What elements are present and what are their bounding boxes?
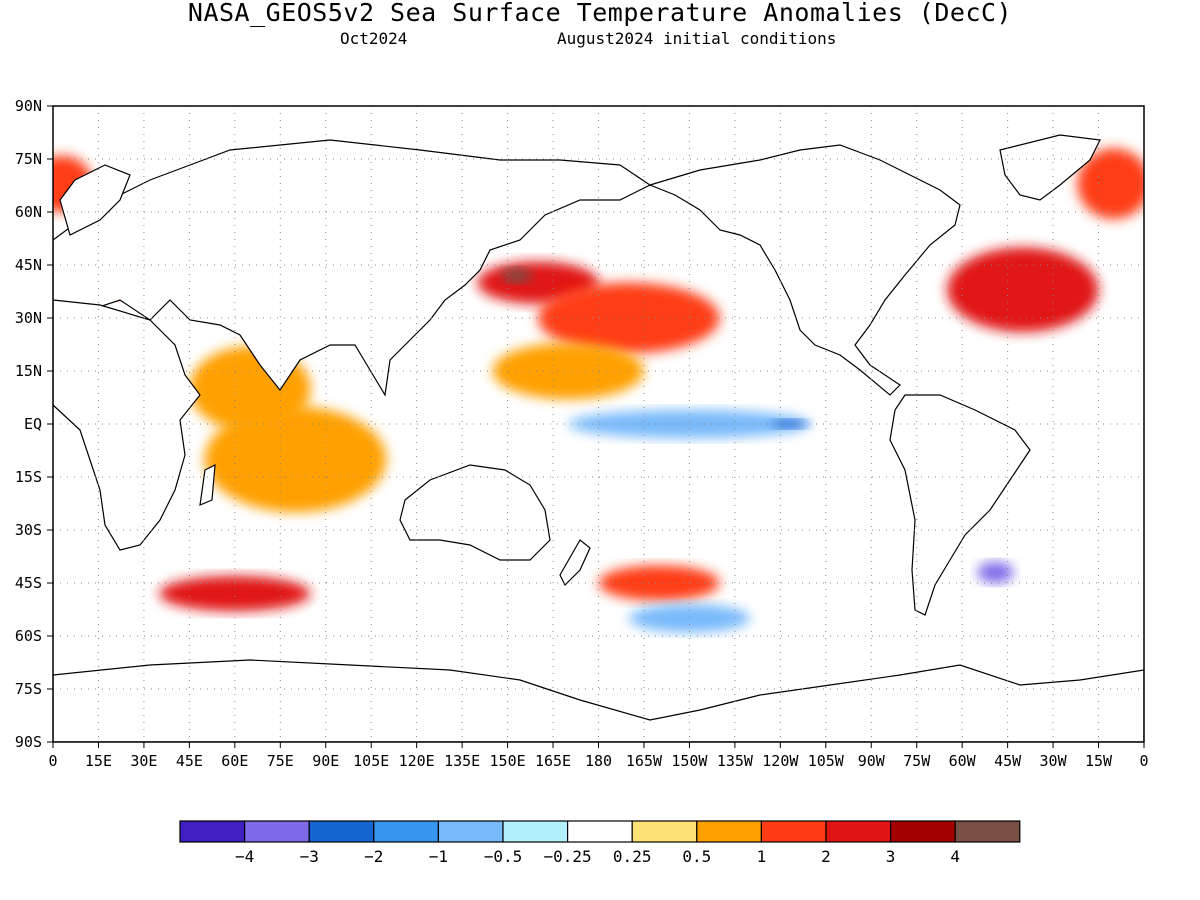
- longitude-label: 30E: [130, 752, 157, 770]
- colorbar-swatch: [502, 820, 569, 843]
- anomaly-region: [537, 282, 720, 354]
- anomaly-region: [492, 342, 644, 400]
- latitude-label: 60S: [15, 627, 42, 645]
- anomaly-region: [159, 575, 311, 612]
- colorbar-swatch: [696, 820, 762, 843]
- longitude-labels: 0 15E 30E 45E 60E 75E 90E 105E 120E 135E 150E 165E 1…: [48, 742, 1149, 770]
- colorbar-swatch: [373, 820, 439, 843]
- longitude-label: 135W: [717, 752, 754, 770]
- latitude-label: 30S: [15, 521, 42, 539]
- anomaly-region: [501, 268, 532, 283]
- anomaly-region: [628, 604, 751, 633]
- longitude-label: 105W: [808, 752, 845, 770]
- longitude-label: 105E: [353, 752, 389, 770]
- longitude-label: 165W: [626, 752, 663, 770]
- landmass-madagascar: [199, 463, 216, 506]
- longitude-label: 0: [48, 752, 57, 770]
- latitude-label: 15S: [15, 468, 42, 486]
- longitude-label: 45E: [176, 752, 203, 770]
- longitude-label: 15W: [1085, 752, 1113, 770]
- latitude-label: 75N: [15, 150, 42, 168]
- colorbar-label: −2: [364, 847, 383, 866]
- latitude-label: 90N: [15, 97, 42, 115]
- longitude-label: 150W: [671, 752, 708, 770]
- colorbar-swatch: [825, 820, 892, 843]
- colorbar-label: 0.5: [682, 847, 711, 866]
- longitude-label: 75W: [903, 752, 931, 770]
- colorbar-label: 4: [950, 847, 960, 866]
- anomaly-region: [204, 406, 387, 513]
- longitude-label: 60E: [221, 752, 248, 770]
- longitude-label: 75E: [267, 752, 294, 770]
- colorbar-swatch: [566, 820, 633, 843]
- colorbar-label: 3: [886, 847, 896, 866]
- graticule: [53, 106, 1144, 742]
- anomaly-region: [568, 409, 811, 439]
- longitude-label: 90E: [312, 752, 339, 770]
- landmass-new-zealand: [559, 539, 591, 587]
- colorbar-label: −0.5: [484, 847, 523, 866]
- longitude-label: 0: [1139, 752, 1148, 770]
- longitude-label: 120E: [399, 752, 435, 770]
- colorbar-swatch: [760, 820, 827, 843]
- latitude-label: 90S: [15, 733, 42, 751]
- colorbar-swatch: [954, 820, 1021, 843]
- longitude-label: 135E: [444, 752, 480, 770]
- landmass-greenland: [999, 134, 1101, 201]
- longitude-label: 90W: [858, 752, 886, 770]
- longitude-label: 180: [585, 752, 612, 770]
- colorbar-label: −4: [235, 847, 254, 866]
- landmass-south-america: [889, 394, 1031, 616]
- anomaly-region: [947, 247, 1099, 333]
- colorbar-swatch: [631, 820, 698, 843]
- map-title: NASA_GEOS5v2 Sea Surface Temperature Ano…: [187, 0, 1013, 27]
- latitude-label: 45N: [15, 256, 42, 274]
- forecast-month: Oct2024: [340, 29, 408, 48]
- longitude-label: 30W: [1040, 752, 1068, 770]
- anomaly-region: [977, 561, 1014, 584]
- colorbar-swatch: [244, 820, 310, 843]
- anomaly-region: [598, 565, 720, 601]
- latitude-label: EQ: [24, 415, 42, 433]
- longitude-label: 15E: [85, 752, 112, 770]
- longitude-label: 120W: [762, 752, 799, 770]
- longitude-label: 150E: [490, 752, 526, 770]
- latitude-label: 75S: [15, 680, 42, 698]
- landmass-north-america: [648, 144, 961, 396]
- colorbar-swatch: [308, 820, 375, 843]
- colorbar: −4 −3 −2 −1 −0.5 −0.25 0.25 0.5 1 2 3 4: [179, 820, 1021, 866]
- colorbar-swatch: [889, 820, 956, 843]
- colorbar-label: 0.25: [613, 847, 652, 866]
- latitude-label: 45S: [15, 574, 42, 592]
- colorbar-label: 1: [757, 847, 767, 866]
- colorbar-swatch: [437, 820, 504, 843]
- landmass-australia: [399, 464, 551, 561]
- landmass-africa: [53, 299, 201, 551]
- anomaly-region: [1077, 148, 1144, 220]
- latitude-label: 60N: [15, 203, 42, 221]
- colorbar-label: 2: [821, 847, 831, 866]
- landmass-scandinavia: [59, 164, 131, 236]
- latitude-labels: 90N 75N 60N 45N 30N 15N EQ 15S 30S 45S 60S 75S 90S: [15, 97, 53, 751]
- longitude-label: 60W: [949, 752, 977, 770]
- latitude-label: 30N: [15, 309, 42, 327]
- colorbar-swatch: [179, 820, 246, 843]
- initial-conditions: August2024 initial conditions: [557, 29, 837, 48]
- colorbar-label: −3: [300, 847, 319, 866]
- longitude-label: 45W: [994, 752, 1022, 770]
- colorbar-label: −1: [429, 847, 448, 866]
- latitude-label: 15N: [15, 362, 42, 380]
- longitude-label: 165E: [535, 752, 571, 770]
- colorbar-label: −0.25: [544, 847, 592, 866]
